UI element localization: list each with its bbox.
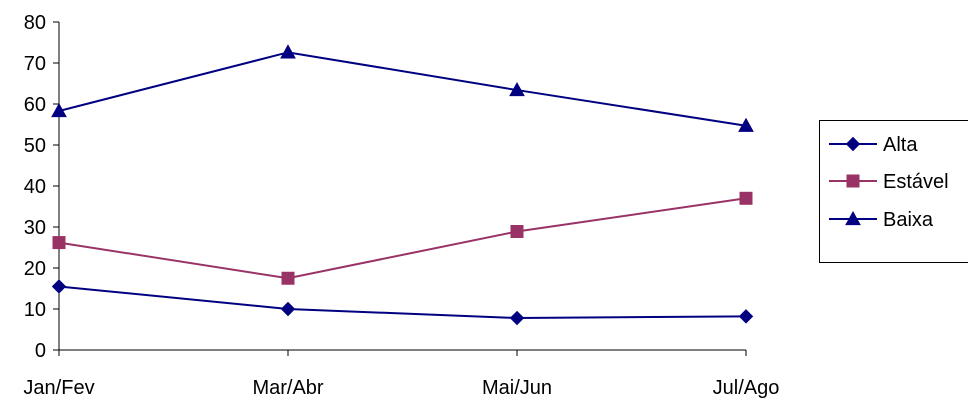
series-alta (53, 280, 753, 325)
y-tick-label: 40 (24, 176, 46, 198)
legend: Alta Estável Baixa (820, 121, 968, 263)
y-tick-label: 50 (24, 135, 46, 157)
data-point (511, 226, 523, 238)
data-point (53, 237, 65, 249)
series-est-vel (53, 192, 752, 284)
y-tick-label: 80 (24, 12, 46, 34)
series-line (59, 52, 746, 125)
data-point (282, 303, 295, 316)
y-tick-label: 20 (24, 258, 46, 280)
data-point (511, 312, 524, 325)
legend-label: Alta (883, 134, 918, 156)
data-point (740, 192, 752, 204)
y-tick-label: 60 (24, 94, 46, 116)
series-line (59, 286, 746, 318)
y-tick-label: 10 (24, 299, 46, 321)
legend-label: Baixa (883, 209, 934, 231)
y-tick-label: 0 (35, 340, 46, 362)
y-tick-label: 70 (24, 53, 46, 75)
data-point (281, 45, 295, 58)
series-baixa (52, 45, 753, 131)
x-tick-label: Mai/Jun (482, 377, 552, 399)
series-line (59, 198, 746, 278)
series-lines (52, 45, 753, 324)
y-tick-label: 30 (24, 217, 46, 239)
data-point (740, 310, 753, 323)
data-point (282, 272, 294, 284)
x-tick-label: Jul/Ago (713, 377, 780, 399)
legend-label: Estável (883, 171, 949, 193)
legend-swatch-marker (847, 175, 859, 187)
x-tick-label: Mar/Abr (252, 377, 323, 399)
x-tick-label: Jan/Fev (23, 377, 94, 399)
data-point (53, 280, 66, 293)
